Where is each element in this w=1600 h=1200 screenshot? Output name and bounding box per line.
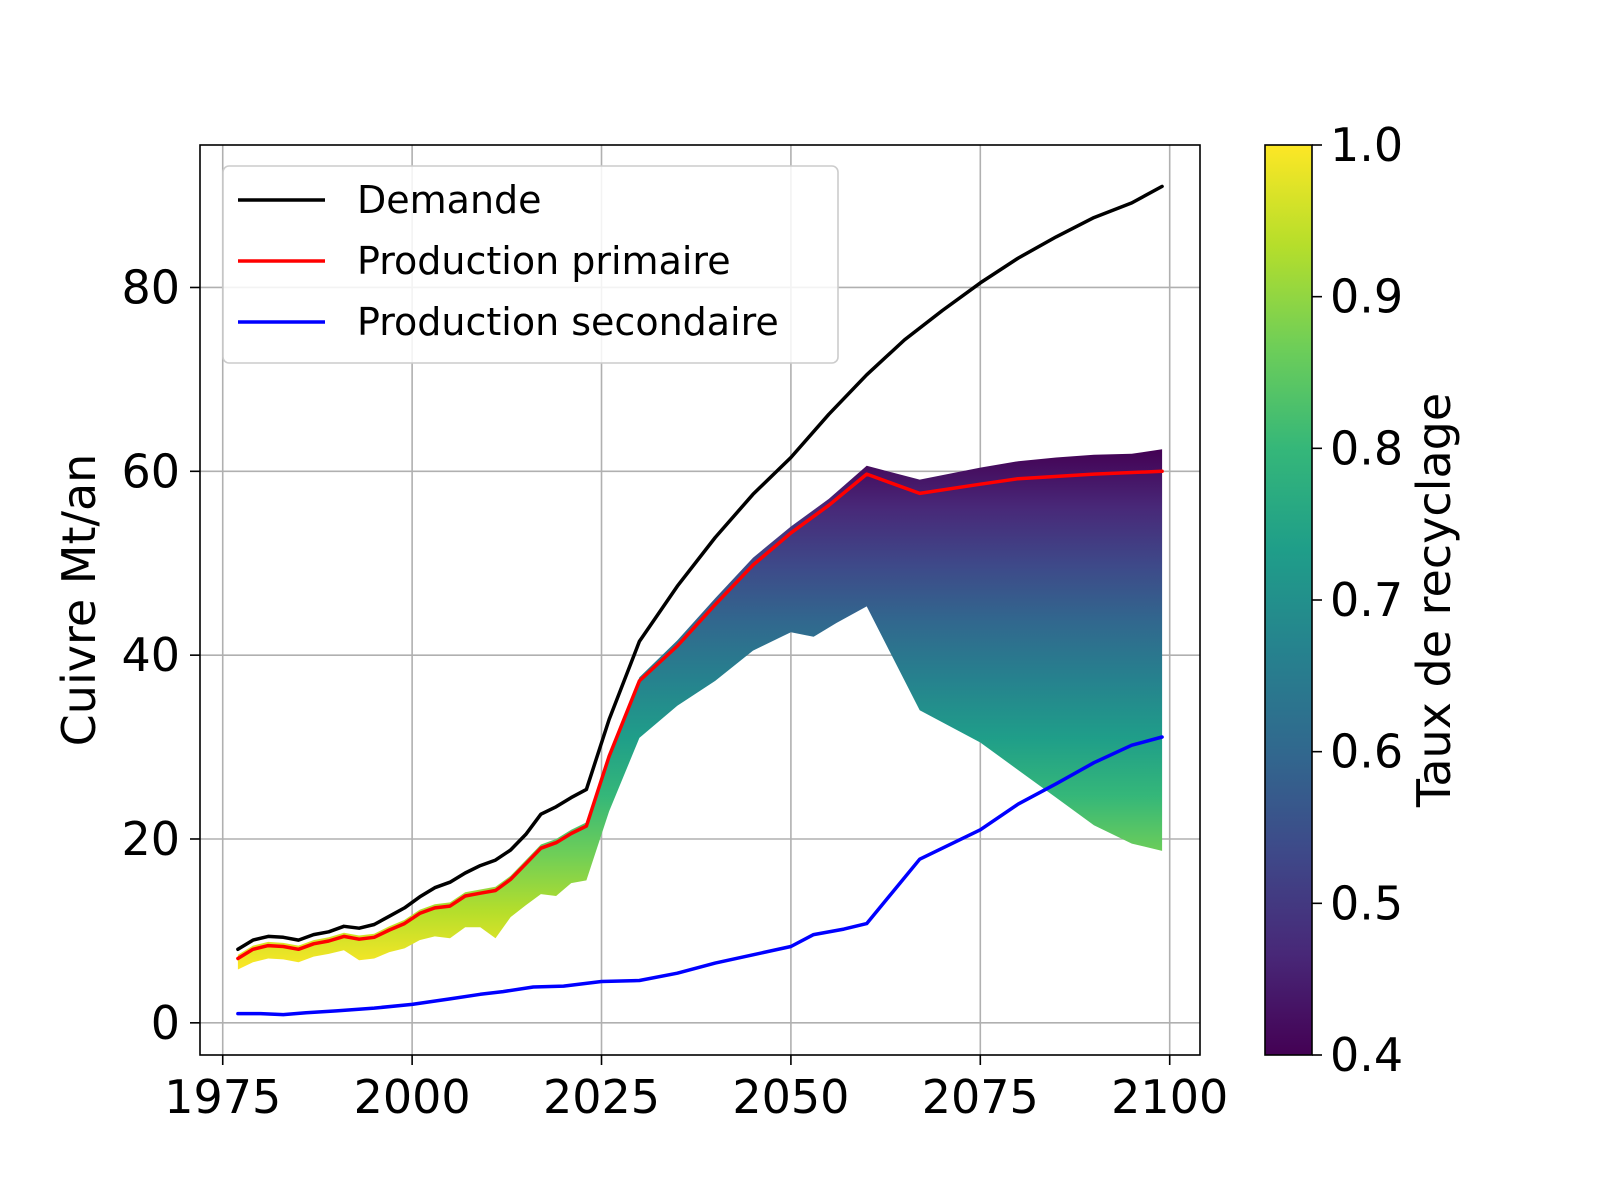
legend-label: Production secondaire <box>357 300 779 344</box>
y-axis-ticks: 0 20 40 60 80 <box>121 260 200 1050</box>
recycling-band-area <box>237 449 1163 970</box>
colorbar-ticks: 0.4 0.5 0.6 0.7 0.8 0.9 1.0 <box>1312 118 1403 1082</box>
x-tick-label: 2000 <box>354 1070 471 1124</box>
colorbar-tick-label: 0.7 <box>1330 573 1403 627</box>
colorbar-tick-label: 1.0 <box>1330 118 1403 172</box>
colorbar-ramp <box>1264 144 1313 1056</box>
colorbar-tick-label: 0.6 <box>1330 725 1403 779</box>
series-line-production-secondaire <box>236 735 1164 1017</box>
x-tick-label: 2100 <box>1111 1070 1228 1124</box>
y-tick-label: 40 <box>121 628 180 682</box>
series-line-demande <box>236 184 1164 952</box>
plot-frame <box>199 144 1201 1056</box>
legend-label: Production primaire <box>357 239 731 283</box>
legend-entries: Demande Production primaire Production sec… <box>238 178 779 344</box>
x-axis-ticks: 1975 2000 2025 2050 2075 2100 <box>164 1055 1228 1124</box>
y-axis-label: Cuivre Mt/an <box>52 454 106 747</box>
y-tick-label: 60 <box>121 444 180 498</box>
colorbar-tick-label: 0.5 <box>1330 876 1403 930</box>
colorbar-tick-label: 0.8 <box>1330 421 1403 475</box>
legend-box <box>222 165 839 364</box>
y-tick-label: 20 <box>121 812 180 866</box>
recycling-band <box>237 449 1163 970</box>
series-lines <box>236 184 1164 1017</box>
x-tick-label: 2025 <box>543 1070 660 1124</box>
legend: Demande Production primaire Production sec… <box>222 165 839 364</box>
x-tick-label: 1975 <box>164 1070 281 1124</box>
series-line-production-primaire <box>236 469 1164 961</box>
colorbar-label: Taux de recyclage <box>1407 393 1461 808</box>
y-tick-label: 80 <box>121 260 180 314</box>
x-tick-label: 2075 <box>922 1070 1039 1124</box>
y-tick-label: 0 <box>151 996 180 1050</box>
colorbar: 0.4 0.5 0.6 0.7 0.8 0.9 1.0 Taux de recyclage <box>1264 118 1461 1082</box>
x-tick-label: 2050 <box>732 1070 849 1124</box>
legend-label: Demande <box>357 178 542 222</box>
colorbar-tick-label: 0.9 <box>1330 270 1403 324</box>
colorbar-tick-label: 0.4 <box>1330 1028 1403 1082</box>
